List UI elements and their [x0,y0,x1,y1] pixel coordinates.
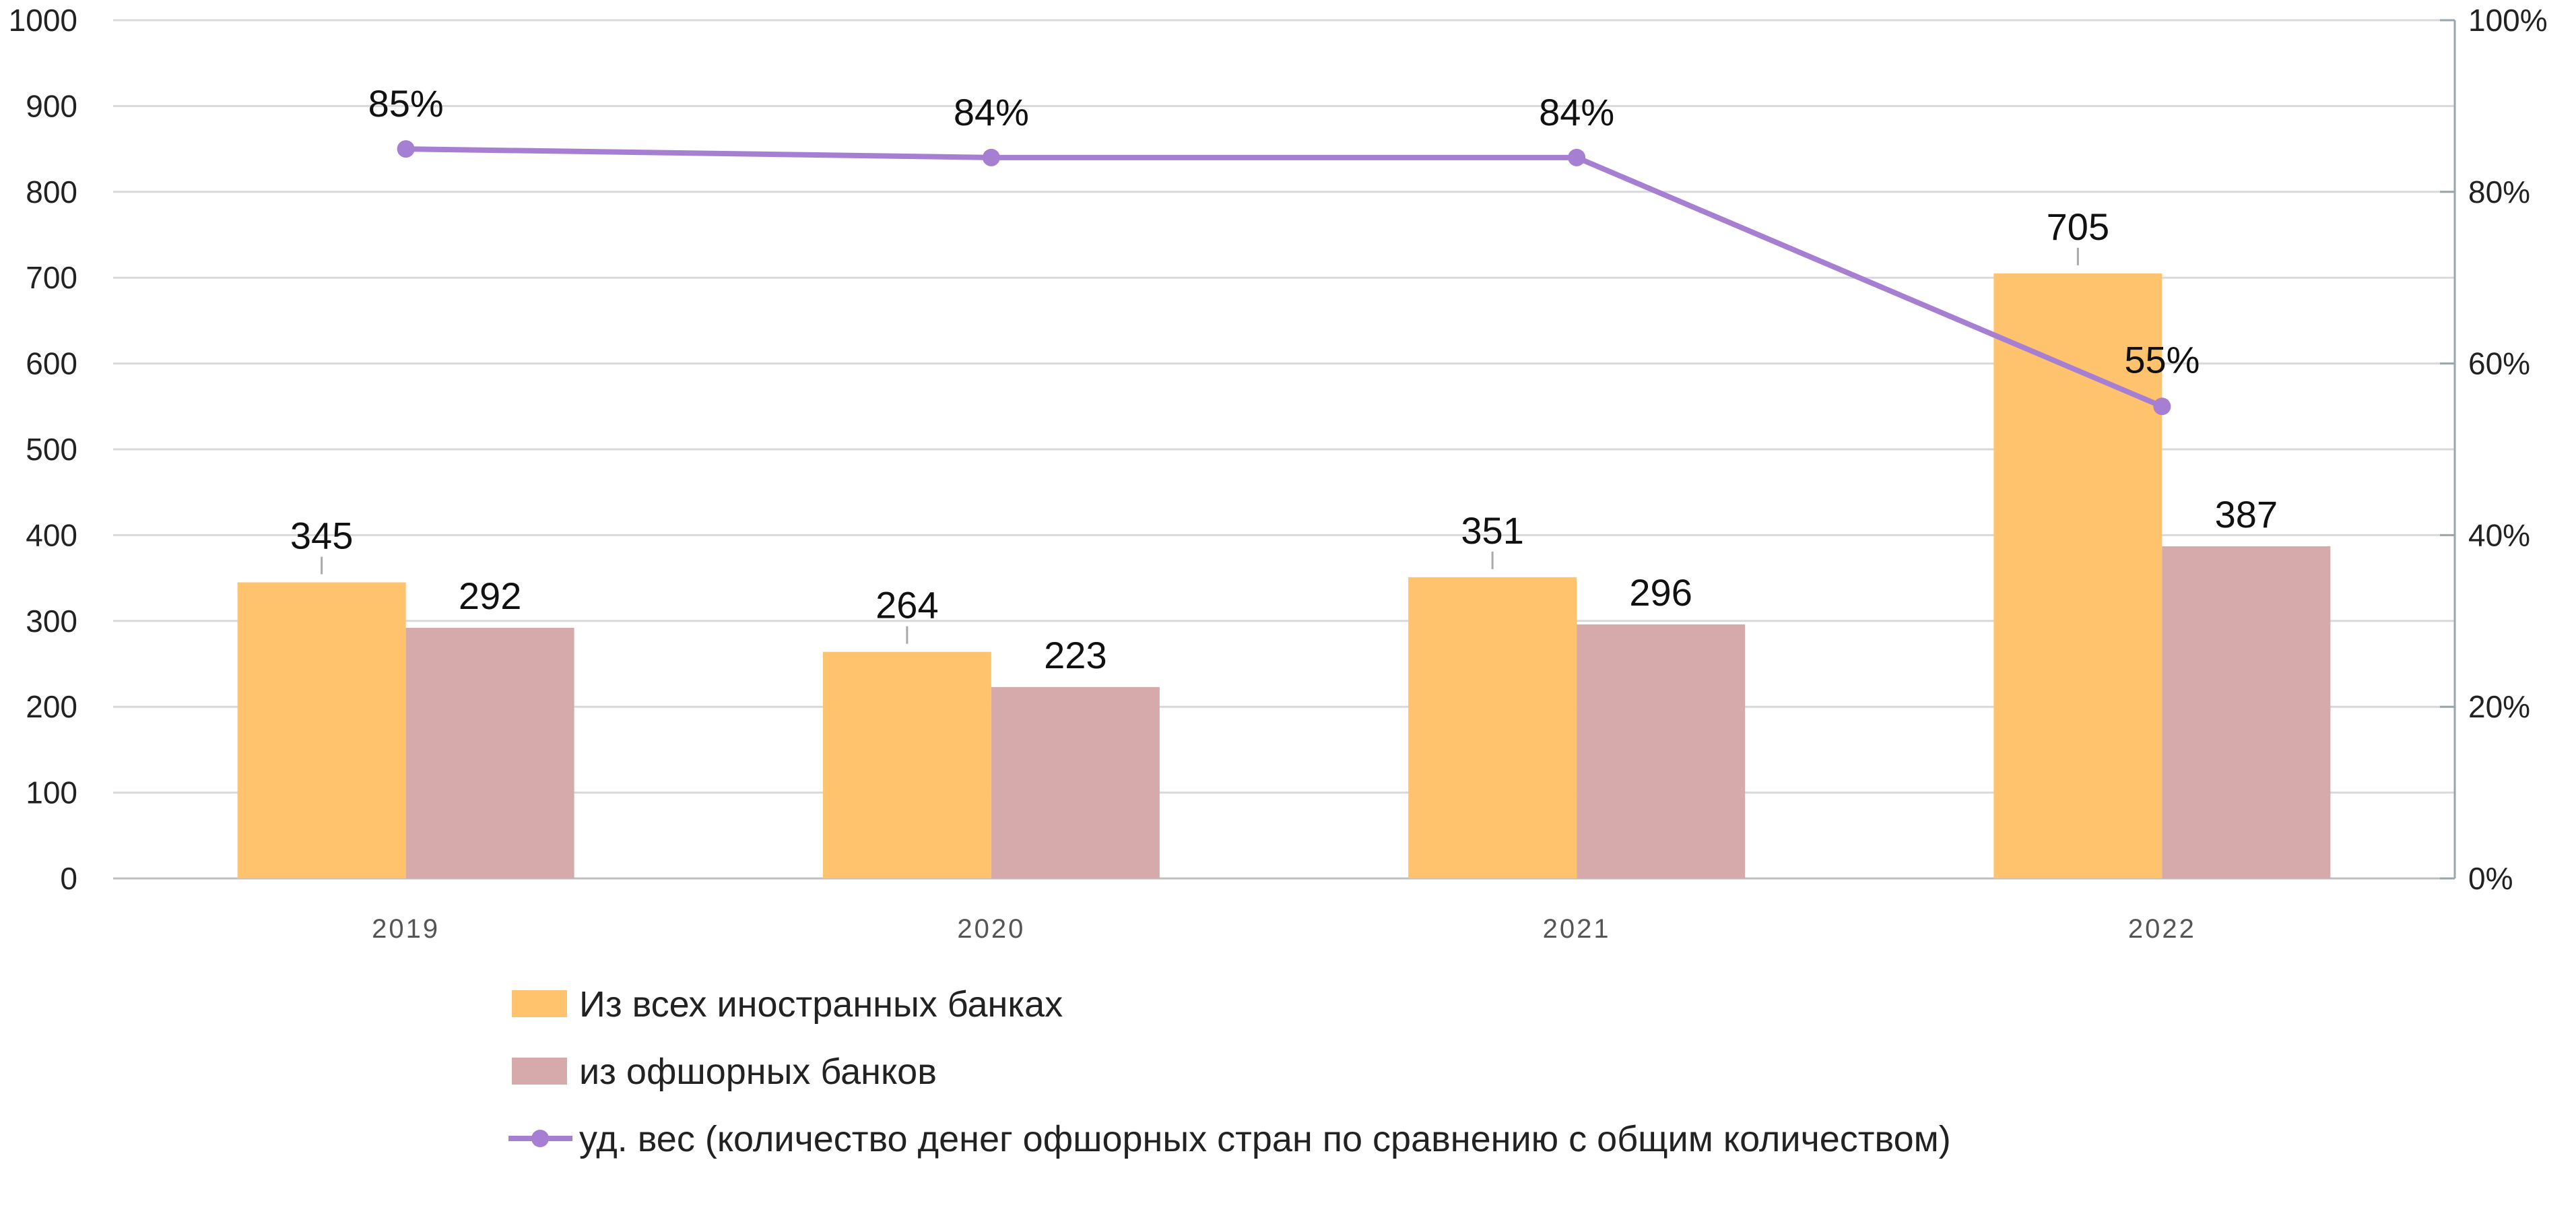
bar [991,686,1160,878]
x-tick-label: 2021 [1543,914,1611,944]
bar [1408,577,1577,878]
legend-label: уд. вес (количество денег офшорных стран… [579,1119,1951,1159]
x-tick-label: 2019 [372,914,440,944]
bar-series: 345 292 264 223 351 296 705 387 [237,205,2331,879]
right-tick-label: 0% [2468,861,2513,896]
legend-label: из офшорных банков [579,1052,937,1092]
line-data-label: 55% [2124,338,2200,381]
bar [237,582,406,878]
bar-data-label: 351 [1461,509,1523,552]
bar [822,651,991,878]
left-y-axis: 0 100 200 300 400 500 600 700 800 900 1000 [9,3,77,896]
legend-label: Из всех иностранных банках [579,984,1063,1025]
bar-data-label: 292 [459,575,521,617]
line-series: 85% 84% 84% 55% [368,82,2200,416]
left-tick-label: 600 [26,346,77,381]
line-point [982,148,1000,166]
legend-swatch [512,1058,567,1085]
legend-swatch [512,990,567,1017]
bar-data-label: 223 [1044,634,1107,676]
left-tick-label: 900 [26,88,77,123]
left-tick-label: 0 [60,861,77,896]
line-path [405,146,2163,409]
line-point [397,140,415,158]
bar-data-label: 705 [2047,205,2109,248]
legend: Из всех иностранных банках из офшорных ба… [508,984,1951,1159]
bar [1993,273,2162,879]
right-tick-label: 80% [2468,174,2530,210]
right-tick-label: 100% [2468,3,2548,38]
right-tick-label: 40% [2468,517,2530,552]
line-data-label: 84% [954,91,1029,133]
bar [2162,546,2331,878]
bar [1577,624,1746,878]
line-point [1568,148,1586,166]
left-tick-label: 700 [26,260,77,295]
bar [405,627,574,878]
bar-data-label: 296 [1629,571,1692,614]
left-tick-label: 300 [26,604,77,639]
bar-data-label: 264 [876,584,938,626]
right-tick-label: 20% [2468,689,2530,724]
left-tick-label: 400 [26,517,77,552]
bar-data-label: 345 [290,514,353,556]
x-tick-label: 2020 [957,914,1025,944]
line-point [2153,397,2171,416]
right-y-axis: 0% 20% 40% 60% 80% 100% [2440,3,2548,896]
left-tick-label: 100 [26,775,77,810]
right-tick-label: 60% [2468,346,2530,381]
x-axis: 2019 2020 2021 2022 [372,914,2196,944]
line-data-label: 84% [1539,91,1614,133]
left-tick-label: 1000 [9,3,77,38]
left-tick-label: 500 [26,432,77,467]
left-tick-label: 200 [26,689,77,724]
x-tick-label: 2022 [2128,914,2196,944]
legend-marker [531,1130,549,1147]
bar-data-label: 387 [2215,493,2278,536]
line-data-label: 85% [368,82,444,125]
left-tick-label: 800 [26,174,77,210]
